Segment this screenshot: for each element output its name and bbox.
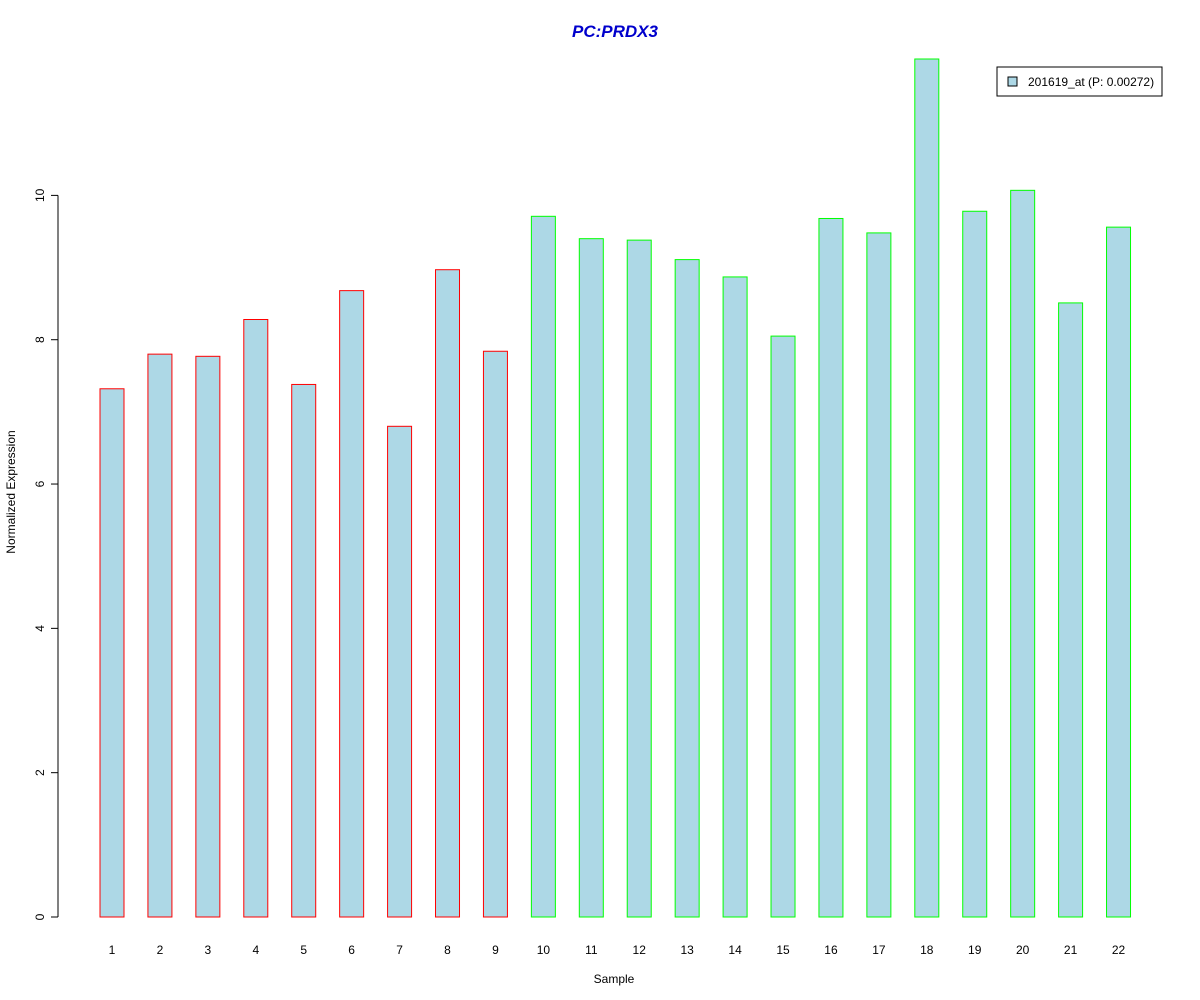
y-tick-label: 10 [33,188,47,202]
legend-label: 201619_at (P: 0.00272) [1028,75,1154,89]
x-tick-label: 4 [252,943,259,957]
x-tick-label: 13 [680,943,694,957]
bar-sample-13 [674,259,700,918]
x-tick-label: 10 [537,943,551,957]
x-tick-label: 14 [728,943,742,957]
x-tick-label: 9 [492,943,499,957]
bar-sample-19 [962,210,988,918]
x-tick-label: 21 [1064,943,1078,957]
x-axis-label: Sample [594,972,635,986]
bar-sample-18 [914,58,940,918]
bars-group [99,58,1132,918]
legend-box [996,66,1163,97]
y-tick-label: 2 [33,769,47,776]
bar-sample-9 [482,350,508,918]
bar-sample-15 [770,335,796,918]
y-tick-label: 6 [33,480,47,487]
bar-sample-5 [291,383,317,918]
x-tick-label: 6 [348,943,355,957]
bar-sample-2 [147,353,173,918]
bar-sample-14 [722,276,748,918]
bar-sample-10 [530,215,556,918]
y-axis: 0 2 4 6 8 10 [33,188,59,920]
x-tick-label: 17 [872,943,886,957]
bar-sample-1 [99,388,125,918]
bar-sample-22 [1106,226,1132,918]
x-tick-label: 19 [968,943,982,957]
bar-sample-16 [818,217,844,918]
bar-sample-7 [387,425,413,918]
y-tick-label: 8 [33,336,47,343]
x-tick-label: 12 [633,943,647,957]
bar-sample-11 [578,238,604,918]
x-tick-label: 15 [776,943,790,957]
y-axis-label: Normalized Expression [4,430,18,553]
legend: 201619_at (P: 0.00272) [996,66,1163,97]
bar-sample-12 [626,239,652,918]
bar-sample-3 [195,355,221,918]
bar-sample-6 [339,290,365,918]
bar-sample-4 [243,319,269,918]
y-tick-label: 4 [33,625,47,632]
bar-sample-8 [435,269,461,918]
x-tick-label: 11 [585,943,598,957]
bar-sample-20 [1010,189,1036,918]
x-tick-label: 7 [396,943,403,957]
x-tick-label: 5 [300,943,307,957]
x-tick-label: 20 [1016,943,1030,957]
x-tick-label: 18 [920,943,934,957]
legend-swatch [1007,76,1018,87]
x-tick-label: 16 [824,943,838,957]
x-tick-label: 2 [157,943,164,957]
y-tick-label: 0 [33,913,47,920]
bar-sample-17 [866,232,892,918]
x-tick-labels: 1 2 3 4 5 6 7 8 9 10 11 12 13 14 15 16 17 18 19 20 21 22 [109,943,1126,957]
x-tick-label: 22 [1112,943,1126,957]
chart-title: PC:PRDX3 [572,22,659,41]
x-tick-label: 3 [205,943,212,957]
x-tick-label: 1 [109,943,116,957]
bar-sample-21 [1058,302,1084,918]
x-tick-label: 8 [444,943,451,957]
